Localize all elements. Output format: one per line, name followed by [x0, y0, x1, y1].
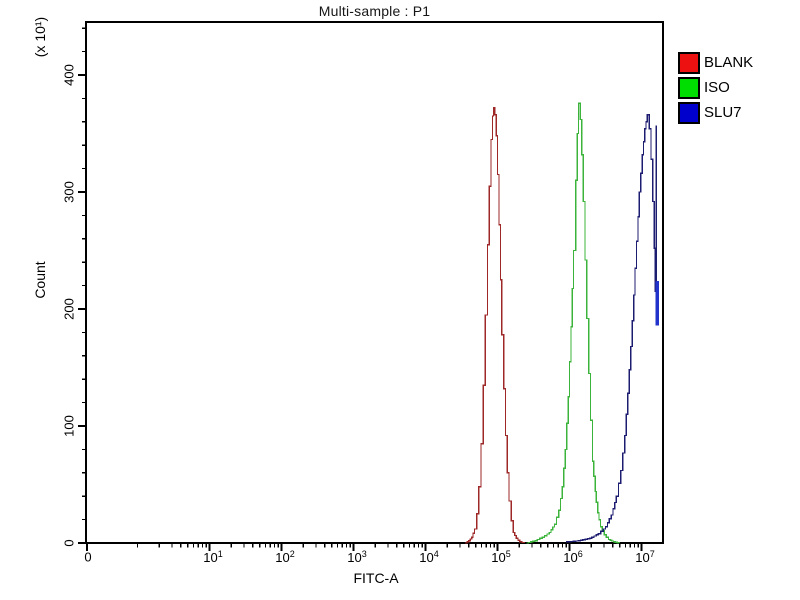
- y-tick-label: 100: [61, 415, 77, 437]
- legend-swatch: [678, 102, 700, 124]
- x-tick-label: 101: [203, 548, 223, 566]
- x-tick-label: 0: [84, 549, 92, 565]
- series-curve-iso: [526, 102, 620, 544]
- plot-border: [85, 21, 664, 544]
- series-curve-blank: [465, 107, 525, 544]
- y-tick-label: 0: [61, 539, 77, 547]
- legend-entry-iso: ISO: [678, 77, 753, 99]
- legend-label: BLANK: [704, 54, 754, 71]
- legend-label: ISO: [704, 79, 730, 96]
- legend-label: SLU7: [704, 104, 742, 121]
- y-tick-label: 300: [61, 181, 77, 203]
- legend-swatch: [678, 52, 700, 74]
- legend: BLANK ISO SLU7: [678, 52, 753, 127]
- legend-entry-slu7: SLU7: [678, 102, 753, 124]
- y-axis-units-label: (x 10¹): [32, 16, 48, 58]
- y-tick-label: 200: [61, 298, 77, 320]
- x-tick-label: 104: [419, 548, 439, 566]
- y-axis-label: Count: [32, 261, 48, 299]
- legend-entry-blank: BLANK: [678, 52, 753, 74]
- legend-swatch: [678, 77, 700, 99]
- chart-title: Multi-sample : P1: [318, 3, 431, 19]
- series-curve-slu7: [565, 114, 657, 543]
- x-tick-label: 106: [563, 548, 583, 566]
- x-axis-label: FITC-A: [353, 570, 399, 586]
- x-tick-label: 102: [275, 548, 295, 566]
- y-tick-label: 400: [61, 64, 77, 86]
- x-tick-label: 103: [347, 548, 367, 566]
- x-tick-label: 107: [635, 548, 655, 566]
- x-tick-label: 105: [491, 548, 511, 566]
